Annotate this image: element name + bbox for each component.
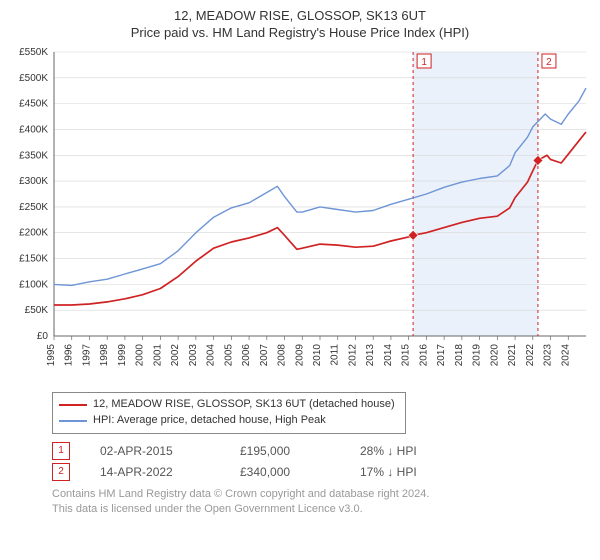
svg-text:2: 2	[546, 57, 552, 68]
footer-line-2: This data is licensed under the Open Gov…	[52, 502, 592, 517]
marker-delta: 28% ↓ HPI	[360, 444, 417, 458]
svg-text:2022: 2022	[525, 344, 536, 367]
chart-plot: £0 £50K £100K £150K £200K £250K £300K £350K £400…	[8, 46, 592, 386]
svg-text:2020: 2020	[489, 344, 500, 367]
footer-line-1: Contains HM Land Registry data © Crown c…	[52, 487, 592, 502]
svg-text:2004: 2004	[206, 344, 217, 367]
svg-text:£100K: £100K	[19, 279, 48, 290]
marker-date: 02-APR-2015	[100, 444, 210, 458]
svg-text:1998: 1998	[99, 344, 110, 367]
svg-text:2007: 2007	[259, 344, 270, 367]
svg-text:2018: 2018	[454, 344, 465, 367]
svg-text:£350K: £350K	[19, 150, 48, 161]
legend-swatch	[59, 404, 87, 406]
svg-text:£550K: £550K	[19, 47, 48, 58]
svg-text:2002: 2002	[170, 344, 181, 367]
legend-swatch	[59, 420, 87, 422]
legend-row: HPI: Average price, detached house, High…	[59, 413, 399, 429]
chart-container: 12, MEADOW RISE, GLOSSOP, SK13 6UT Price…	[0, 0, 600, 523]
svg-text:£250K: £250K	[19, 202, 48, 213]
marker-price: £195,000	[240, 444, 330, 458]
marker-index-badge: 2	[52, 463, 70, 481]
svg-text:1999: 1999	[117, 344, 128, 367]
svg-text:2009: 2009	[294, 344, 305, 367]
legend-label: HPI: Average price, detached house, High…	[93, 413, 326, 429]
svg-text:£150K: £150K	[19, 254, 48, 265]
svg-text:1995: 1995	[46, 344, 57, 367]
legend-row: 12, MEADOW RISE, GLOSSOP, SK13 6UT (deta…	[59, 397, 399, 413]
svg-text:2015: 2015	[401, 344, 412, 367]
svg-text:2012: 2012	[347, 344, 358, 367]
svg-text:2006: 2006	[241, 344, 252, 367]
chart-svg: £0 £50K £100K £150K £200K £250K £300K £350K £400…	[8, 46, 592, 386]
svg-text:£300K: £300K	[19, 176, 48, 187]
svg-text:2021: 2021	[507, 344, 518, 367]
chart-titles: 12, MEADOW RISE, GLOSSOP, SK13 6UT Price…	[8, 8, 592, 40]
svg-text:2010: 2010	[312, 344, 323, 367]
svg-text:£200K: £200K	[19, 228, 48, 239]
svg-text:1: 1	[421, 57, 427, 68]
svg-text:2017: 2017	[436, 344, 447, 367]
svg-text:£500K: £500K	[19, 73, 48, 84]
legend-label: 12, MEADOW RISE, GLOSSOP, SK13 6UT (deta…	[93, 397, 395, 413]
svg-text:2000: 2000	[135, 344, 146, 367]
marker-row: 1 02-APR-2015 £195,000 28% ↓ HPI	[52, 442, 592, 460]
svg-text:2003: 2003	[188, 344, 199, 367]
marker-delta: 17% ↓ HPI	[360, 465, 417, 479]
chart-legend: 12, MEADOW RISE, GLOSSOP, SK13 6UT (deta…	[52, 392, 406, 434]
chart-title-address: 12, MEADOW RISE, GLOSSOP, SK13 6UT	[8, 8, 592, 23]
svg-text:1996: 1996	[64, 344, 75, 367]
svg-text:2008: 2008	[277, 344, 288, 367]
marker-row: 2 14-APR-2022 £340,000 17% ↓ HPI	[52, 463, 592, 481]
svg-text:2013: 2013	[365, 344, 376, 367]
svg-text:£0: £0	[37, 331, 49, 342]
chart-title-sub: Price paid vs. HM Land Registry's House …	[8, 25, 592, 40]
svg-text:2023: 2023	[543, 344, 554, 367]
svg-text:2024: 2024	[560, 344, 571, 367]
marker-price: £340,000	[240, 465, 330, 479]
svg-text:£400K: £400K	[19, 124, 48, 135]
svg-text:£450K: £450K	[19, 99, 48, 110]
svg-text:2014: 2014	[383, 344, 394, 367]
svg-text:2019: 2019	[472, 344, 483, 367]
svg-text:2005: 2005	[223, 344, 234, 367]
svg-text:£50K: £50K	[25, 305, 49, 316]
svg-text:2011: 2011	[330, 344, 341, 366]
svg-text:2001: 2001	[152, 344, 163, 367]
marker-index-badge: 1	[52, 442, 70, 460]
chart-footer: Contains HM Land Registry data © Crown c…	[52, 487, 592, 517]
svg-text:1997: 1997	[81, 344, 92, 367]
sale-markers-table: 1 02-APR-2015 £195,000 28% ↓ HPI 2 14-APR-202…	[52, 442, 592, 481]
marker-date: 14-APR-2022	[100, 465, 210, 479]
svg-text:2016: 2016	[418, 344, 429, 367]
